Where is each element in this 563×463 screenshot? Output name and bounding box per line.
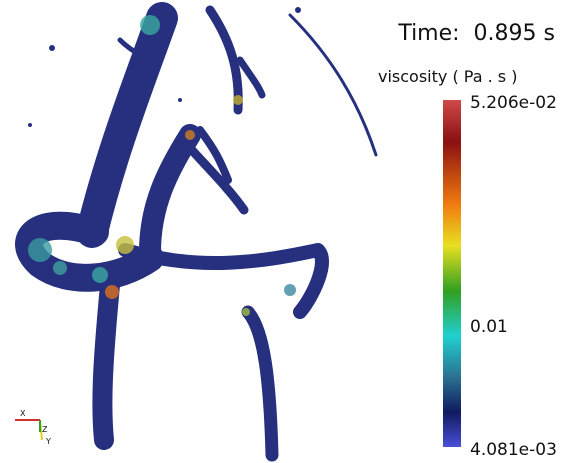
colorbar-label: 4.081e-03 (470, 440, 557, 460)
vessel (117, 37, 153, 63)
speck (178, 98, 182, 102)
axis-label: X (20, 409, 26, 418)
vessel (196, 126, 232, 184)
colorbar-label: 0.01 (470, 317, 508, 337)
vessel-geometry (15, 2, 378, 462)
viscosity-highlights (28, 15, 296, 316)
colorbar-label: 5.206e-02 (470, 93, 557, 113)
speck (28, 123, 32, 127)
axis-label: Y (45, 437, 51, 446)
time-label: Time: 0.895 s (397, 21, 555, 46)
vessel (205, 5, 243, 115)
colorbar-title: viscosity ( Pa . s ) (378, 67, 517, 86)
vessel (236, 56, 266, 99)
vessel (185, 143, 249, 215)
vessel (241, 305, 279, 462)
axis-label: Z (42, 425, 48, 434)
orientation-axes: X Z Y (15, 409, 51, 446)
vessel (118, 243, 329, 319)
vessel (288, 13, 378, 157)
speck (295, 7, 301, 13)
vessel (15, 211, 164, 292)
vessel (76, 2, 178, 248)
speck (49, 45, 55, 51)
colorbar (443, 100, 461, 447)
vessel (92, 275, 120, 450)
vessel (139, 124, 201, 263)
